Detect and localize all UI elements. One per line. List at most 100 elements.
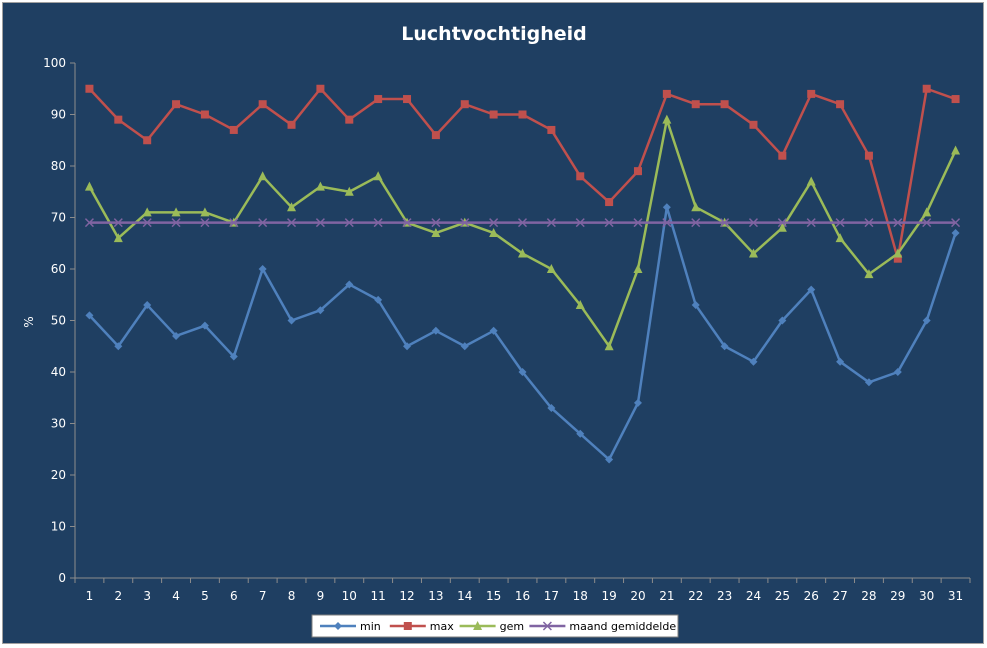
data-point (748, 248, 758, 258)
chart-title: Luchtvochtigheid (401, 23, 586, 45)
data-point (171, 207, 181, 217)
data-point (864, 378, 873, 387)
data-point (114, 115, 123, 124)
data-point (633, 218, 643, 228)
legend-marker (334, 622, 342, 630)
data-point (691, 100, 700, 109)
data-point (576, 429, 585, 438)
data-point (836, 100, 845, 109)
data-point (316, 84, 325, 93)
y-tick-label: 10 (51, 520, 66, 534)
data-point (85, 311, 94, 320)
data-point (460, 100, 469, 109)
data-point (142, 207, 152, 217)
data-point (287, 316, 296, 325)
y-tick-label: 70 (51, 211, 66, 225)
data-point (431, 326, 440, 335)
data-point (200, 321, 209, 330)
data-point (951, 145, 961, 155)
data-point (893, 218, 903, 228)
data-point (951, 218, 961, 228)
data-point (172, 331, 181, 340)
x-tick-label: 22 (688, 589, 703, 603)
y-tick-label: 0 (58, 571, 66, 585)
data-point (489, 218, 499, 228)
data-point (518, 368, 527, 376)
data-point (864, 218, 874, 228)
data-point (605, 455, 614, 464)
data-point (229, 352, 238, 361)
data-point (84, 181, 94, 191)
data-point (258, 218, 268, 228)
data-point (431, 131, 440, 140)
x-tick-label: 3 (143, 589, 151, 603)
data-point (345, 115, 354, 124)
data-point (778, 151, 787, 160)
data-point (864, 151, 873, 160)
data-point (749, 120, 758, 129)
data-point (200, 110, 209, 119)
data-point (200, 218, 210, 228)
data-point (373, 218, 383, 228)
data-point (807, 285, 816, 294)
x-tick-label: 26 (804, 589, 819, 603)
data-point (315, 181, 325, 191)
data-point (113, 233, 123, 243)
x-tick-label: 15 (486, 589, 501, 603)
data-point (431, 227, 441, 237)
data-point (547, 125, 556, 134)
data-point (604, 341, 614, 351)
data-point (720, 342, 729, 351)
x-tick-label: 14 (457, 589, 472, 603)
data-point (229, 218, 239, 228)
x-tick-label: 11 (371, 589, 386, 603)
y-tick-label: 80 (51, 159, 66, 173)
y-axis-label: % (22, 316, 36, 327)
x-tick-label: 20 (630, 589, 645, 603)
legend-label: min (360, 620, 381, 633)
x-tick-label: 2 (114, 589, 122, 603)
series-gem (84, 114, 961, 351)
data-point (374, 95, 383, 104)
y-tick-label: 60 (51, 262, 66, 276)
data-point (662, 114, 672, 124)
series-min (85, 203, 960, 464)
x-tick-label: 30 (919, 589, 934, 603)
x-tick-label: 25 (775, 589, 790, 603)
x-tick-label: 27 (832, 589, 847, 603)
data-point (460, 342, 469, 351)
x-tick-label: 10 (342, 589, 357, 603)
legend-item: max (389, 620, 454, 633)
data-point (777, 218, 787, 228)
x-tick-label: 12 (399, 589, 414, 603)
data-point (546, 264, 556, 273)
legend-item: min (320, 620, 381, 633)
x-tick-label: 24 (746, 589, 761, 603)
legend-label: maand gemiddelde (569, 620, 676, 633)
x-tick-label: 1 (86, 589, 94, 603)
data-point (315, 218, 325, 228)
data-point (893, 368, 902, 376)
data-point (605, 198, 614, 207)
series-lines (84, 84, 961, 464)
line-chart: Luchtvochtigheid % 0 10 20 30 40 50 60 70 80 90 10… (22, 23, 971, 638)
data-point (287, 202, 297, 212)
data-point (633, 167, 642, 176)
data-point (344, 186, 354, 196)
legend-label: gem (500, 620, 524, 633)
legend-marker (542, 621, 552, 631)
x-tick-label: 9 (317, 589, 325, 603)
data-point (403, 95, 412, 104)
y-tick-label: 30 (51, 417, 66, 431)
data-point (575, 218, 585, 228)
data-point (951, 228, 960, 237)
data-point (402, 218, 412, 228)
legend-item: maand gemiddelde (529, 620, 676, 633)
data-point (691, 218, 701, 228)
data-point (604, 218, 614, 228)
data-point (489, 326, 498, 335)
series-maand-gemiddelde (84, 218, 961, 228)
data-point (807, 89, 816, 98)
